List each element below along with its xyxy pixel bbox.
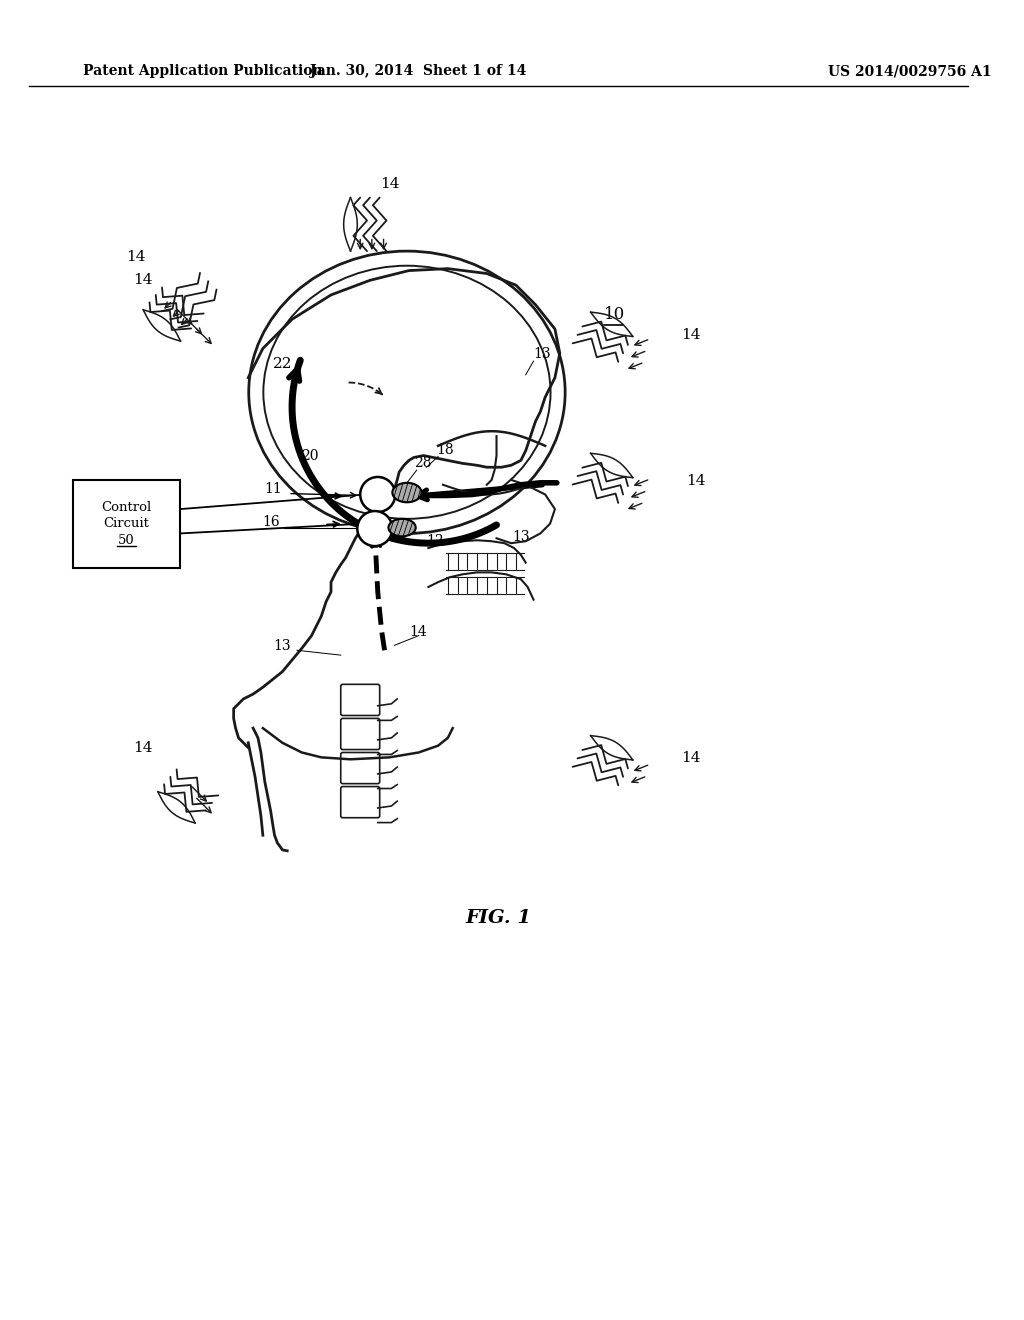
Text: 14: 14 [133, 273, 153, 288]
Text: 22: 22 [272, 356, 292, 371]
Text: 20: 20 [301, 449, 318, 463]
Text: FIG. 1: FIG. 1 [466, 909, 531, 927]
Text: 14: 14 [380, 177, 399, 191]
Circle shape [360, 477, 395, 512]
Ellipse shape [388, 519, 416, 536]
Text: Jan. 30, 2014  Sheet 1 of 14: Jan. 30, 2014 Sheet 1 of 14 [310, 63, 526, 78]
Text: 16: 16 [263, 515, 281, 528]
Ellipse shape [392, 483, 422, 503]
Text: 14: 14 [686, 474, 706, 488]
Text: 10: 10 [603, 306, 625, 323]
Text: 11: 11 [264, 482, 283, 495]
Text: 13: 13 [273, 639, 291, 653]
Text: Circuit: Circuit [103, 517, 150, 531]
Text: Control: Control [101, 500, 152, 513]
Text: 14: 14 [682, 751, 701, 766]
Text: 28: 28 [414, 457, 431, 470]
Circle shape [357, 511, 392, 546]
Text: 14: 14 [682, 327, 701, 342]
Text: Patent Application Publication: Patent Application Publication [83, 63, 323, 78]
Text: 12: 12 [426, 535, 444, 548]
Text: 50: 50 [118, 533, 135, 546]
Text: US 2014/0029756 A1: US 2014/0029756 A1 [827, 63, 991, 78]
Text: 14: 14 [127, 249, 146, 264]
Text: 13: 13 [534, 347, 551, 362]
Text: 18: 18 [436, 442, 454, 457]
Text: 14: 14 [410, 624, 427, 639]
Text: 14: 14 [133, 742, 153, 755]
Text: 13: 13 [512, 531, 529, 544]
